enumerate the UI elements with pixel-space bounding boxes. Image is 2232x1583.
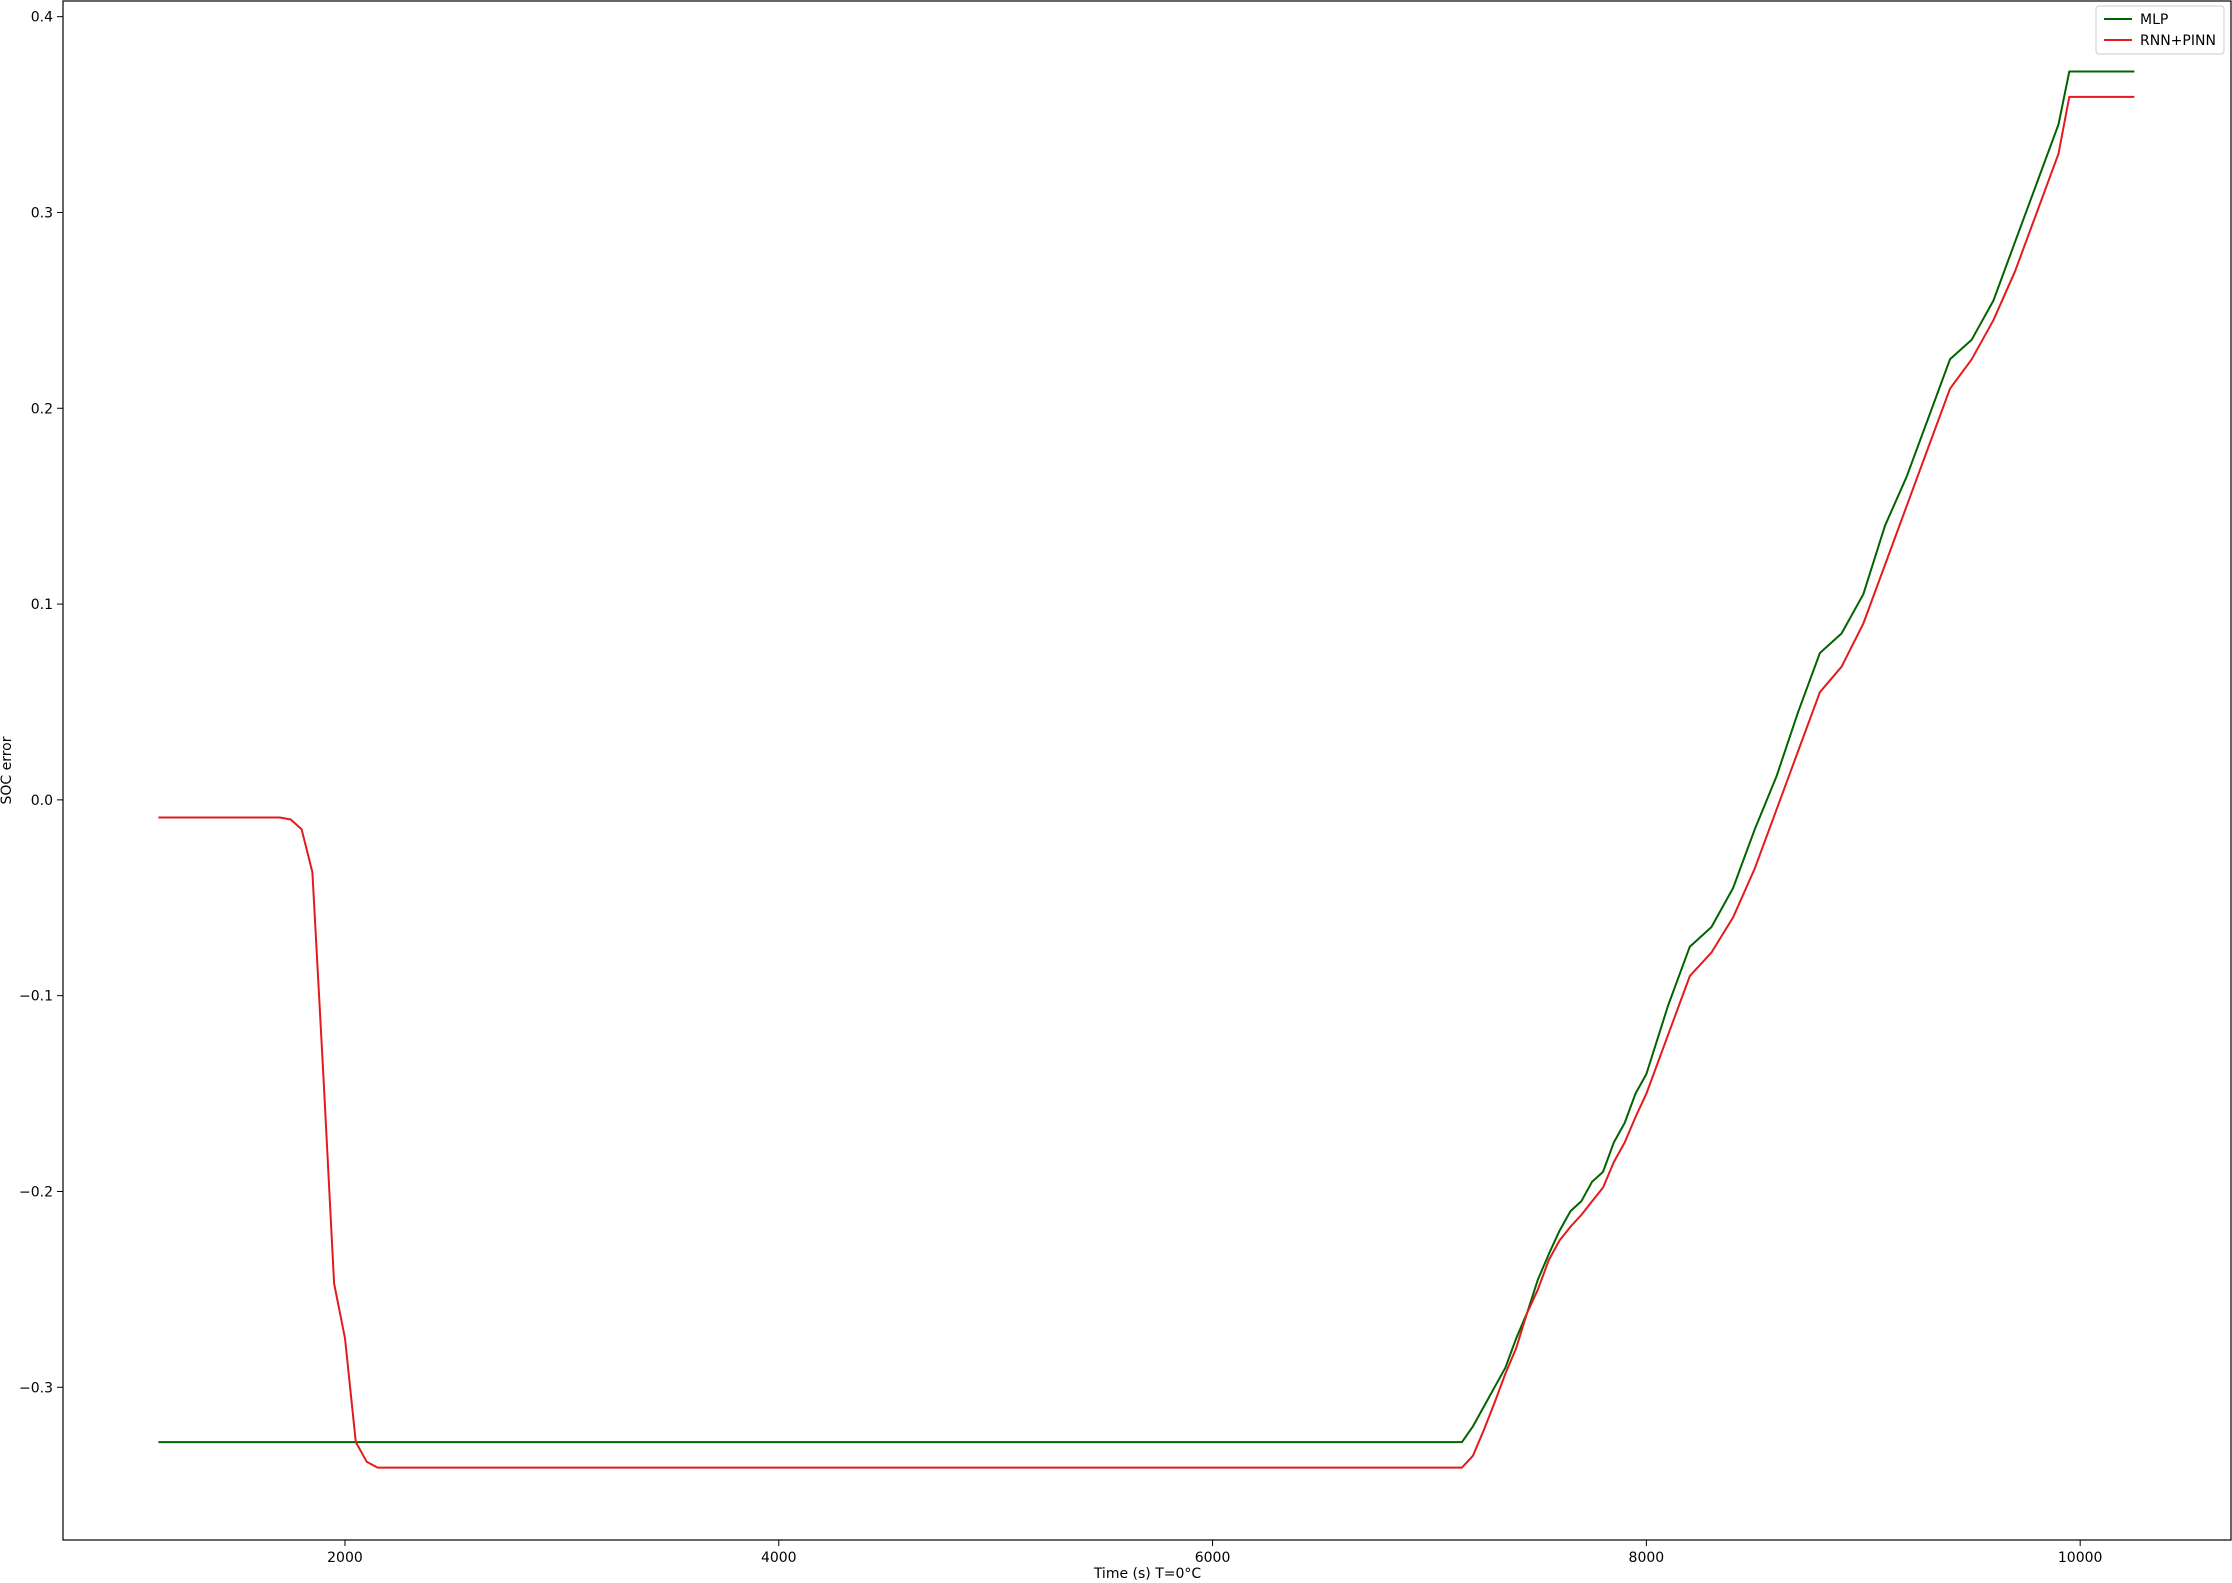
x-axis-ticks: 2000 4000 6000 8000 10000: [327, 1540, 2102, 1566]
series-layer: [158, 70, 2135, 1469]
y-tick-label: 0.3: [31, 205, 53, 221]
y-tick-label: −0.1: [19, 989, 53, 1005]
y-tick-label: −0.2: [19, 1184, 53, 1200]
y-tick-label: 0.1: [31, 597, 53, 613]
legend-label-mlp: MLP: [2140, 12, 2168, 28]
x-tick-label: 10000: [2058, 1550, 2103, 1566]
series-line-rnn-pinn: [158, 95, 2135, 1469]
y-axis-ticks: −0.3 −0.2 −0.1 0.0 0.1 0.2 0.3 0.4: [19, 10, 63, 1396]
y-tick-label: 0.2: [31, 401, 53, 417]
x-axis-label: Time (s) T=0°C: [1093, 1566, 1202, 1582]
legend: MLP RNN+PINN: [2095, 5, 2225, 55]
y-axis-label: SOC error: [0, 736, 15, 804]
y-tick-label: −0.3: [19, 1380, 53, 1396]
x-tick-label: 4000: [761, 1550, 797, 1566]
series-line-mlp: [158, 70, 2135, 1444]
x-tick-label: 8000: [1629, 1550, 1665, 1566]
x-tick-label: 2000: [327, 1550, 363, 1566]
y-tick-label: 0.4: [31, 10, 53, 26]
legend-label-rnn-pinn: RNN+PINN: [2140, 33, 2216, 49]
plot-frame: [62, 0, 2232, 1541]
x-tick-label: 6000: [1195, 1550, 1231, 1566]
y-tick-label: 0.0: [31, 793, 53, 809]
